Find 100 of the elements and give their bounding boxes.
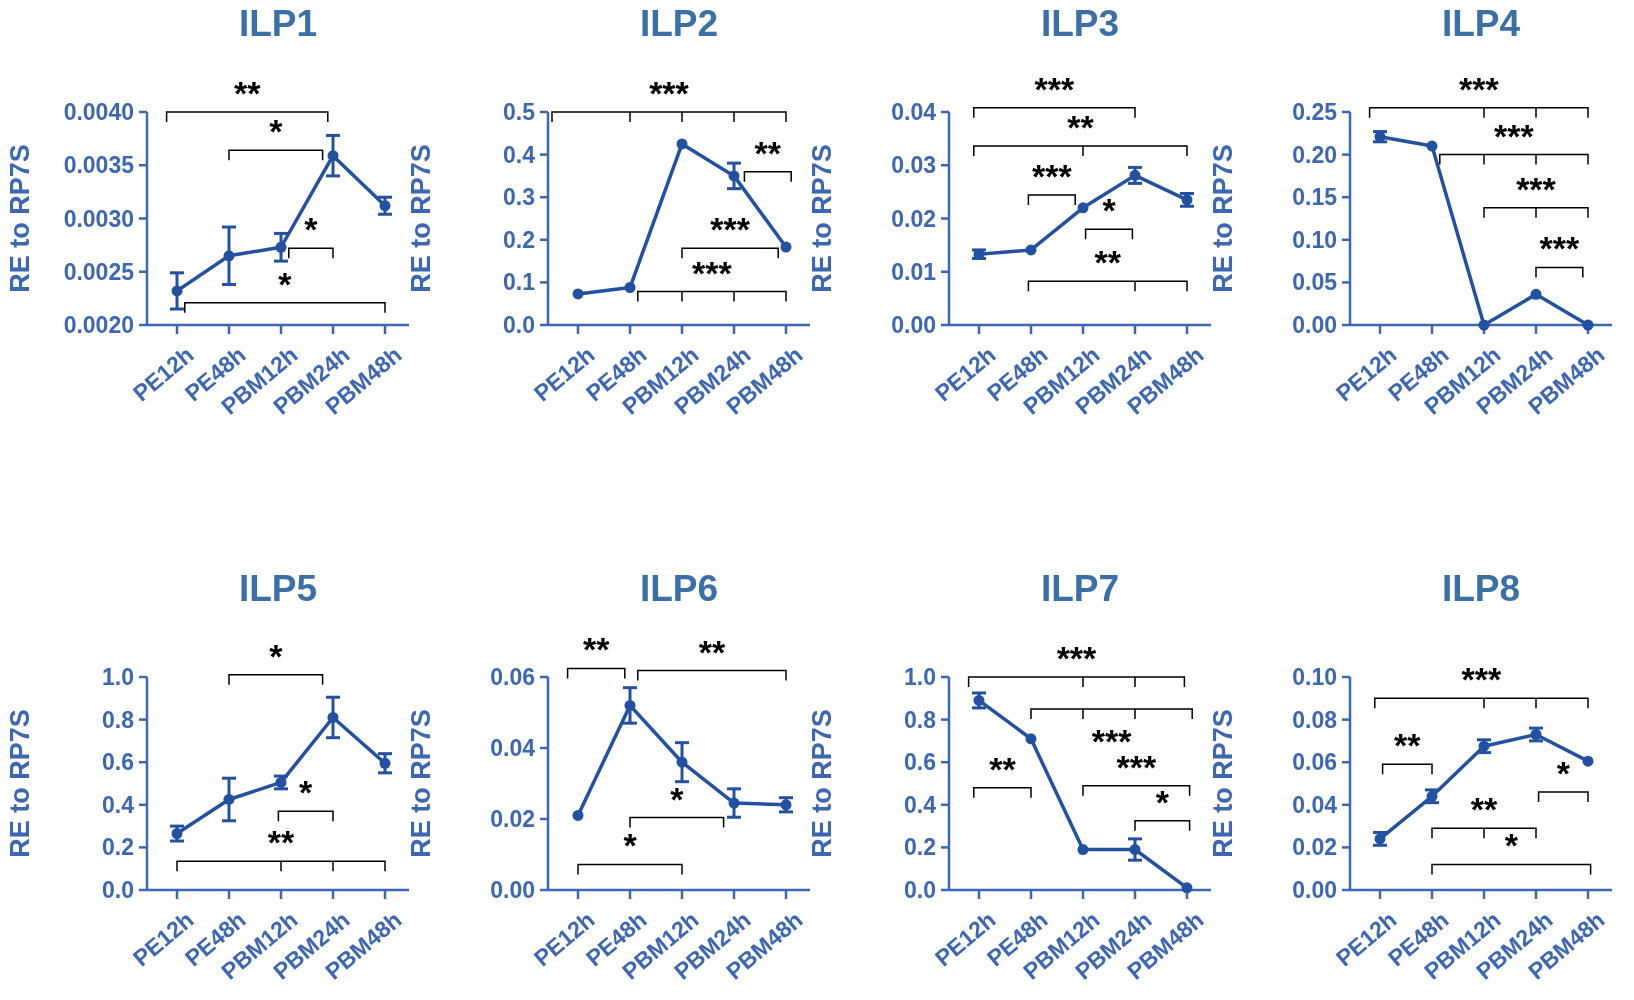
y-tick-label: 0.01	[891, 258, 937, 285]
point	[728, 170, 740, 182]
y-axis-title: RE to RP7S	[807, 144, 837, 293]
y-tick-label: 0.0040	[63, 99, 134, 126]
annotation: ***	[692, 253, 733, 292]
point	[1530, 288, 1542, 300]
annotation: *	[304, 210, 319, 249]
y-tick-label: 0.0030	[63, 205, 134, 232]
y-tick-label: 0.20	[1292, 141, 1337, 168]
chart-title: ILP6	[639, 568, 719, 609]
y-tick-label: 0.02	[490, 806, 535, 833]
point	[1181, 882, 1193, 894]
annotation: *	[299, 773, 314, 812]
point	[327, 150, 339, 162]
y-axis-title: RE to RP7S	[406, 709, 436, 858]
y-tick-label: 0.0	[102, 877, 134, 904]
y-tick-label: 0.8	[904, 706, 937, 733]
point	[1025, 244, 1037, 256]
annotation: **	[623, 779, 685, 865]
y-tick-label: 0.08	[1292, 706, 1338, 733]
point	[223, 793, 235, 805]
y-tick-label: 0.02	[891, 205, 936, 232]
y-tick-label: 0.00	[490, 877, 535, 904]
y-tick-label: 0.0	[503, 312, 535, 339]
annotation: *	[278, 264, 293, 303]
point	[1077, 844, 1089, 856]
y-tick-label: 0.0	[904, 877, 936, 904]
point	[973, 694, 985, 706]
point	[1025, 733, 1037, 745]
annotation: **	[267, 823, 295, 862]
y-tick-label: 0.2	[102, 834, 134, 861]
y-tick-label: 0.4	[904, 791, 937, 818]
chart-title: ILP2	[639, 3, 719, 44]
point	[1478, 319, 1490, 331]
annotation: ***	[1056, 639, 1098, 677]
annotation: ***	[710, 210, 751, 249]
chart-title: ILP1	[238, 3, 318, 44]
y-tick-label: 1.0	[102, 664, 134, 691]
point	[1582, 319, 1594, 331]
y-tick-label: 0.06	[490, 664, 535, 691]
y-tick-label: 0.6	[904, 749, 936, 776]
annotation: *	[1504, 826, 1519, 865]
chart-title: ILP7	[1040, 568, 1120, 609]
y-axis-title: RE to RP7S	[1208, 144, 1238, 293]
y-tick-label: 0.1	[503, 269, 536, 296]
point	[1077, 202, 1089, 214]
annotation: *	[1556, 754, 1571, 793]
annotation: *	[1155, 782, 1170, 821]
y-tick-label: 0.00	[891, 312, 936, 339]
annotation: **	[1394, 726, 1422, 765]
point	[1582, 755, 1594, 767]
y-tick-label: 0.8	[102, 706, 135, 733]
y-tick-label: 0.0020	[63, 312, 134, 339]
chart-title: ILP8	[1441, 568, 1521, 609]
annotation: **	[233, 74, 262, 112]
y-tick-label: 0.02	[1292, 834, 1337, 861]
text: ***	[1034, 69, 1075, 108]
y-axis-title: RE to RP7S	[1208, 709, 1238, 858]
annotation: ***	[1516, 169, 1557, 208]
y-tick-label: 1.0	[904, 664, 936, 691]
point	[624, 699, 636, 711]
y-tick-label: 0.4	[503, 141, 536, 168]
y-axis-title: RE to RP7S	[5, 709, 35, 858]
annotation: **	[1470, 790, 1498, 829]
y-tick-label: 0.04	[490, 735, 536, 762]
y-axis-title: RE to RP7S	[5, 144, 35, 293]
y-tick-label: 0.15	[1292, 184, 1338, 211]
y-tick-label: 0.5	[503, 99, 536, 126]
y-tick-label: 0.03	[891, 152, 936, 179]
chart-title: ILP5	[238, 568, 318, 609]
point	[379, 200, 391, 212]
chart-title: ILP4	[1441, 3, 1521, 44]
annotation: ***	[1461, 660, 1503, 699]
y-tick-label: 0.04	[891, 99, 937, 126]
y-tick-label: 0.25	[1292, 99, 1338, 126]
point	[572, 809, 584, 821]
point	[223, 250, 235, 262]
point	[1426, 140, 1438, 152]
point	[171, 828, 183, 840]
annotation: **	[754, 133, 782, 172]
annotation: **	[989, 749, 1017, 788]
point	[572, 288, 584, 300]
y-tick-label: 0.10	[1292, 664, 1337, 691]
point	[780, 241, 792, 253]
point	[676, 756, 688, 768]
annotation: **	[1067, 108, 1095, 147]
y-axis-title: RE to RP7S	[807, 709, 837, 858]
annotation: ***	[1031, 157, 1073, 196]
y-tick-label: 0.2	[904, 834, 936, 861]
y-tick-label: 0.05	[1292, 269, 1338, 296]
y-tick-label: 0.00	[1292, 877, 1337, 904]
y-tick-label: 0.2	[503, 226, 535, 253]
y-tick-label: 0.4	[102, 791, 135, 818]
point	[171, 285, 183, 297]
annotation: * **	[1094, 191, 1122, 282]
point	[379, 757, 391, 769]
y-tick-label: 0.04	[1292, 791, 1338, 818]
chart-title: ILP3	[1040, 3, 1120, 44]
annotation: ***	[1494, 116, 1535, 155]
annotation: ***	[1539, 229, 1581, 268]
